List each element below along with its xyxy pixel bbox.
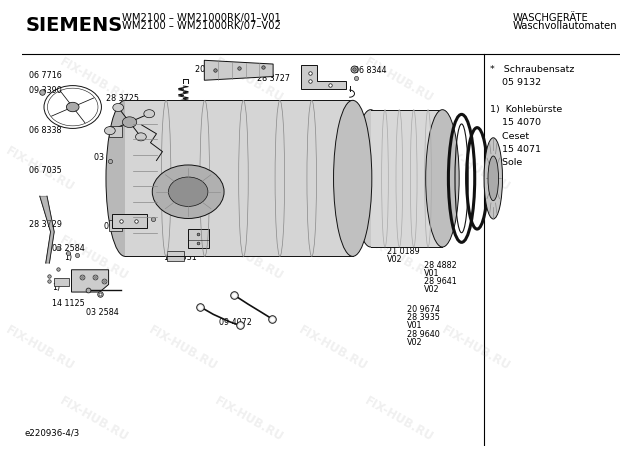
- Text: 06 7297: 06 7297: [164, 141, 197, 150]
- Polygon shape: [40, 196, 54, 263]
- Circle shape: [113, 104, 123, 112]
- Text: FIX-HUB.RU: FIX-HUB.RU: [212, 394, 286, 444]
- Text: FIX-HUB.RU: FIX-HUB.RU: [296, 144, 370, 194]
- Text: 06 7035: 06 7035: [29, 166, 62, 176]
- Text: 28 3725: 28 3725: [106, 94, 139, 103]
- Text: V02: V02: [424, 285, 439, 294]
- Circle shape: [144, 110, 155, 118]
- Text: 05 9132: 05 9132: [490, 78, 541, 87]
- Text: FIX-HUB.RU: FIX-HUB.RU: [3, 144, 76, 194]
- Circle shape: [66, 102, 79, 112]
- Text: 1)  Kohlebürste: 1) Kohlebürste: [490, 105, 562, 114]
- Polygon shape: [204, 60, 273, 80]
- Text: 15 1531: 15 1531: [164, 253, 197, 262]
- Text: FIX-HUB.RU: FIX-HUB.RU: [57, 394, 130, 444]
- Text: 15 4070: 15 4070: [490, 118, 541, 127]
- Text: V02: V02: [365, 222, 381, 231]
- Text: e220936-4/3: e220936-4/3: [25, 429, 80, 438]
- Text: 28 3729: 28 3729: [29, 220, 62, 229]
- Ellipse shape: [488, 156, 499, 201]
- Text: V02: V02: [345, 188, 361, 197]
- Circle shape: [169, 177, 208, 207]
- Text: FIX-HUB.RU: FIX-HUB.RU: [362, 394, 436, 444]
- Polygon shape: [301, 65, 346, 89]
- Text: 28 3710 *: 28 3710 *: [272, 179, 311, 188]
- Text: WASCHGERÄTE: WASCHGERÄTE: [513, 14, 588, 23]
- Text: 1): 1): [52, 283, 60, 292]
- Text: 28 9823: 28 9823: [223, 164, 256, 173]
- Text: 21 0189: 21 0189: [387, 247, 420, 256]
- Text: 06 9605: 06 9605: [116, 122, 149, 131]
- Text: V02: V02: [406, 338, 422, 347]
- Text: 09 3937: 09 3937: [104, 221, 137, 230]
- Ellipse shape: [484, 138, 502, 219]
- FancyBboxPatch shape: [109, 126, 121, 137]
- Text: FIX-HUB.RU: FIX-HUB.RU: [440, 144, 513, 194]
- Text: WM2100 – WM21000RK/07–V02: WM2100 – WM21000RK/07–V02: [122, 22, 281, 32]
- Text: *   Schraubensatz: * Schraubensatz: [490, 65, 574, 74]
- Ellipse shape: [106, 100, 144, 256]
- Text: 09 4072: 09 4072: [219, 318, 252, 327]
- Text: FIX-HUB.RU: FIX-HUB.RU: [212, 55, 286, 105]
- Text: Sole: Sole: [490, 158, 522, 167]
- Text: FIX-HUB.RU: FIX-HUB.RU: [147, 323, 220, 373]
- Text: V01: V01: [406, 321, 422, 330]
- FancyBboxPatch shape: [188, 229, 209, 248]
- Text: 06 8344: 06 8344: [354, 66, 387, 75]
- Text: 28 3935: 28 3935: [406, 313, 439, 322]
- Ellipse shape: [333, 100, 372, 256]
- Circle shape: [122, 117, 137, 127]
- Text: FIX-HUB.RU: FIX-HUB.RU: [57, 55, 130, 105]
- Text: FIX-HUB.RU: FIX-HUB.RU: [440, 323, 513, 373]
- Text: 15 4071: 15 4071: [490, 145, 541, 154]
- Text: 03 9132: 03 9132: [93, 153, 127, 162]
- FancyBboxPatch shape: [53, 278, 69, 286]
- Text: 21 0190: 21 0190: [345, 180, 378, 189]
- Text: FIX-HUB.RU: FIX-HUB.RU: [296, 323, 370, 373]
- Ellipse shape: [425, 110, 459, 247]
- Text: 20 8929: 20 8929: [195, 65, 228, 74]
- Text: 28 9641: 28 9641: [424, 277, 457, 286]
- Text: V01: V01: [424, 269, 439, 278]
- Text: 20 8014: 20 8014: [387, 231, 419, 240]
- Text: 14 1125: 14 1125: [52, 299, 85, 308]
- Text: 1): 1): [64, 253, 72, 262]
- Text: V01: V01: [387, 239, 403, 248]
- FancyBboxPatch shape: [167, 251, 184, 261]
- Circle shape: [104, 126, 115, 135]
- Text: Waschvollautomaten: Waschvollautomaten: [513, 22, 617, 32]
- Text: 20 8127: 20 8127: [345, 164, 378, 173]
- Text: FIX-HUB.RU: FIX-HUB.RU: [57, 234, 130, 284]
- Text: 28 9640: 28 9640: [406, 329, 439, 338]
- Text: FIX-HUB.RU: FIX-HUB.RU: [3, 323, 76, 373]
- Text: 20 9674: 20 9674: [406, 305, 439, 314]
- Ellipse shape: [354, 110, 387, 247]
- Circle shape: [135, 133, 146, 141]
- Text: WM2100 – WM21000RK/01–V01: WM2100 – WM21000RK/01–V01: [122, 14, 281, 23]
- Text: 03 2584: 03 2584: [52, 244, 85, 253]
- Text: FIX-HUB.RU: FIX-HUB.RU: [362, 234, 436, 284]
- Text: FIX-HUB.RU: FIX-HUB.RU: [147, 144, 220, 194]
- Text: FIX-HUB.RU: FIX-HUB.RU: [362, 55, 436, 105]
- FancyBboxPatch shape: [111, 214, 148, 228]
- Text: 28 4882: 28 4882: [424, 261, 457, 270]
- Text: V01: V01: [345, 172, 361, 181]
- Text: V01: V01: [365, 207, 381, 216]
- Text: V02: V02: [387, 255, 403, 264]
- Text: SIEMENS: SIEMENS: [26, 16, 123, 35]
- Polygon shape: [71, 270, 109, 292]
- Text: Ceset: Ceset: [490, 131, 529, 140]
- Text: 09 3390: 09 3390: [29, 86, 62, 94]
- Text: 28 3727: 28 3727: [257, 74, 290, 83]
- Text: 06 9632: 06 9632: [365, 215, 398, 224]
- Text: 03 2584: 03 2584: [86, 308, 119, 317]
- Text: 09 3938: 09 3938: [199, 224, 232, 233]
- Text: FIX-HUB.RU: FIX-HUB.RU: [212, 234, 286, 284]
- Circle shape: [152, 165, 224, 219]
- Text: 20 7897: 20 7897: [204, 149, 237, 158]
- Text: 06 8338: 06 8338: [29, 126, 62, 135]
- Text: 06 8340: 06 8340: [365, 198, 398, 207]
- Text: 06 7716: 06 7716: [29, 72, 62, 81]
- FancyBboxPatch shape: [109, 220, 121, 230]
